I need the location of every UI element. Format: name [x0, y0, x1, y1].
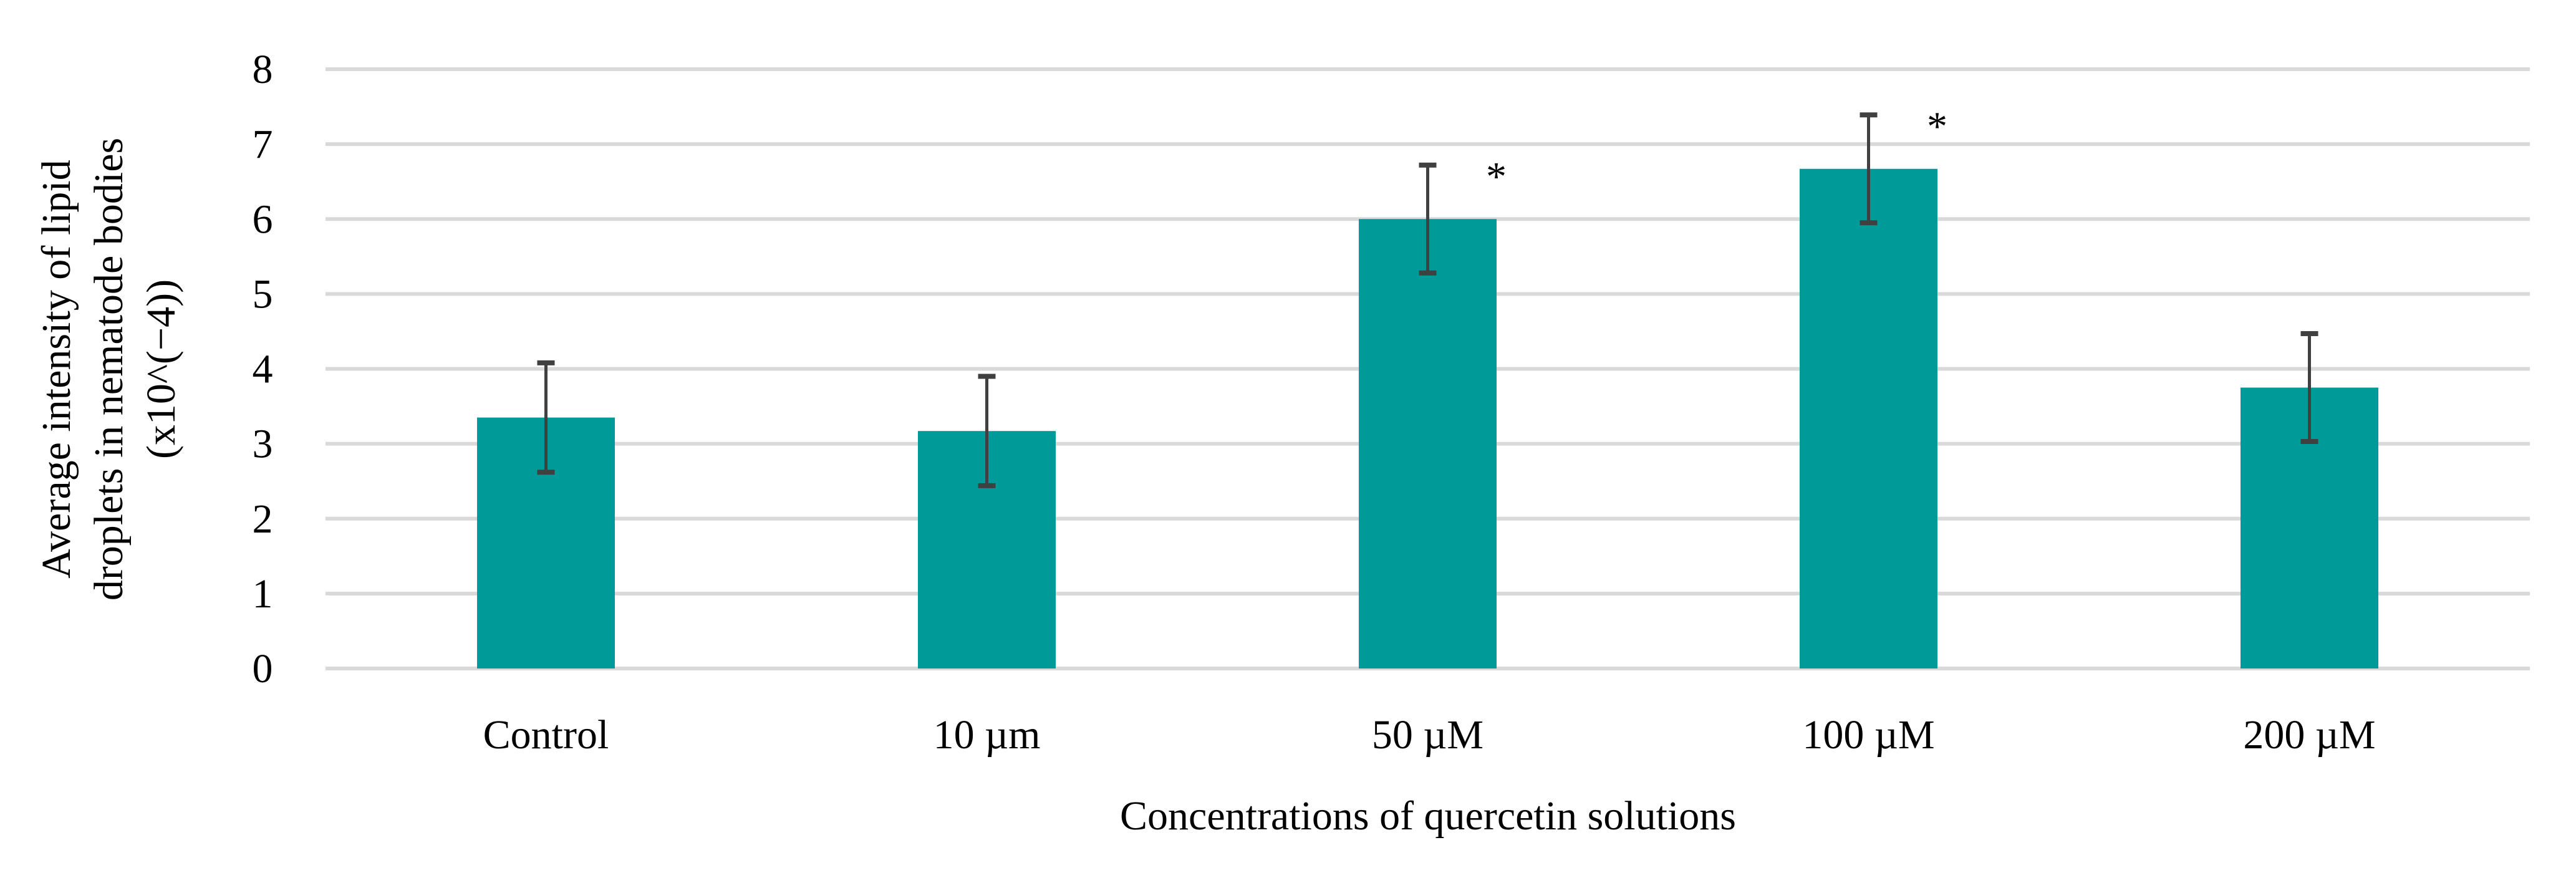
y-axis-title-line-3: (x10^(−4)): [138, 279, 184, 459]
x-tick-label: 200 µM: [2243, 712, 2375, 758]
y-tick-label: 2: [253, 496, 273, 542]
y-axis-title-line-2: droplets in nematode bodies: [86, 138, 132, 601]
y-tick-label: 4: [253, 347, 273, 392]
x-tick-label: Control: [483, 712, 609, 758]
bar: [1359, 219, 1497, 668]
y-tick-label: 6: [253, 196, 273, 242]
y-axis-title: Average intensity of lipid droplets in n…: [34, 138, 184, 601]
y-tick-label: 1: [253, 571, 273, 617]
y-tick-label: 0: [253, 646, 273, 692]
bars: **: [477, 104, 2378, 668]
y-tick-label: 8: [253, 47, 273, 92]
x-tick-label: 50 µM: [1372, 712, 1483, 758]
x-axis-title: Concentrations of quercetin solutions: [1120, 793, 1736, 839]
significance-marker: *: [1486, 154, 1507, 200]
y-tick-labels: 0 1 2 3 4 5 6 7 8: [253, 47, 273, 692]
x-tick-labels: Control 10 µm 50 µM 100 µM 200 µM: [483, 712, 2376, 758]
y-tick-label: 5: [253, 271, 273, 317]
y-tick-label: 7: [253, 122, 273, 167]
y-axis-title-line-1: Average intensity of lipid: [34, 160, 79, 578]
significance-marker: *: [1927, 104, 1947, 149]
bar: [1800, 168, 1937, 668]
y-tick-label: 3: [253, 422, 273, 467]
x-tick-label: 10 µm: [933, 712, 1041, 758]
x-tick-label: 100 µM: [1802, 712, 1934, 758]
